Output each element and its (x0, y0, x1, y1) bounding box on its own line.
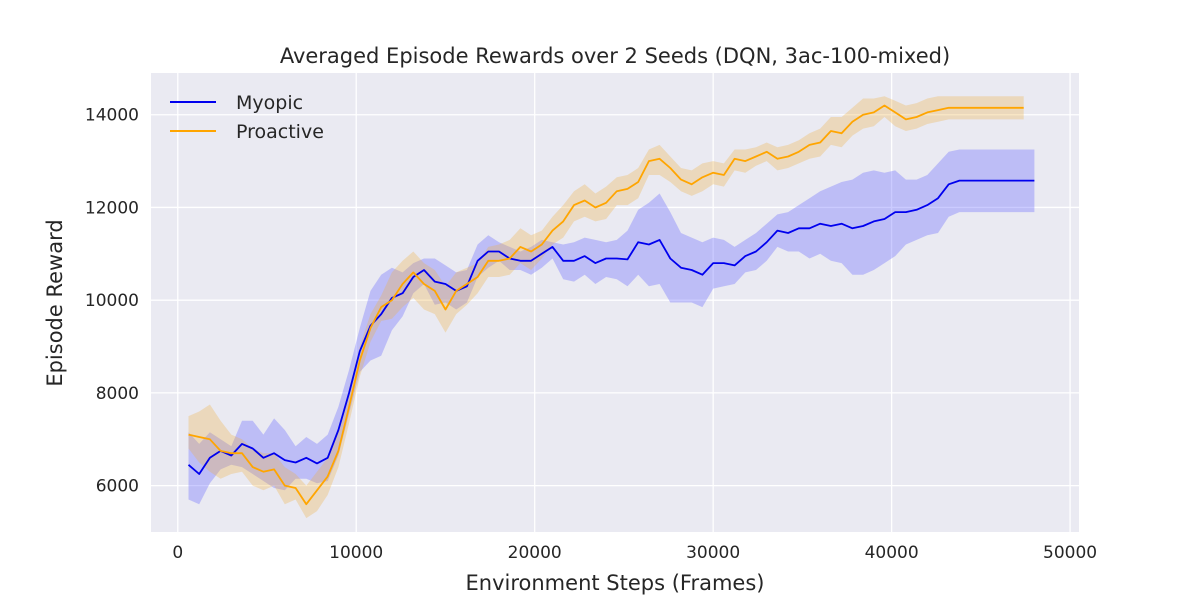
plot-area (151, 73, 1079, 532)
chart-title: Averaged Episode Rewards over 2 Seeds (D… (280, 44, 950, 68)
y-axis-label: Episode Reward (43, 219, 67, 386)
legend: Myopic Proactive (170, 92, 324, 143)
x-tick-label: 40000 (865, 543, 919, 563)
x-tick-label: 0 (172, 543, 183, 563)
legend-label-proactive: Proactive (236, 121, 324, 143)
y-tick-label: 6000 (96, 477, 139, 497)
y-tick-label: 8000 (96, 384, 139, 404)
confidence-band-myopic (188, 149, 1035, 505)
x-tick-label: 50000 (1043, 543, 1097, 563)
series-lines (187, 104, 1035, 506)
x-axis-ticks: 0 10000 20000 30000 40000 50000 (172, 543, 1097, 563)
x-tick-label: 30000 (686, 543, 740, 563)
x-tick-label: 20000 (508, 543, 562, 563)
confidence-band-proactive (188, 96, 1024, 519)
x-tick-label: 10000 (329, 543, 383, 563)
series-line-myopic (187, 179, 1035, 475)
y-tick-label: 14000 (85, 106, 139, 126)
y-tick-label: 12000 (85, 198, 139, 218)
series-line-proactive (188, 104, 1024, 506)
y-axis-ticks: 6000 8000 10000 12000 14000 (85, 106, 139, 497)
y-tick-label: 10000 (85, 291, 139, 311)
confidence-bands (188, 96, 1035, 519)
legend-label-myopic: Myopic (236, 92, 303, 114)
x-axis-label: Environment Steps (Frames) (466, 571, 765, 595)
grid-lines (151, 73, 1079, 532)
